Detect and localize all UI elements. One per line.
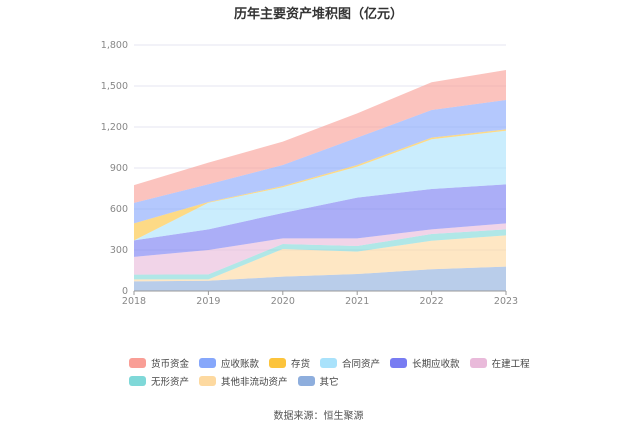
area-合同资产 [134, 130, 506, 241]
legend-row: 货币资金 应收账款 存货 合同资产 长期应收款 在建工程 [129, 354, 569, 372]
legend-label: 存货 [291, 359, 311, 370]
legend-item[interactable]: 货币资金 [129, 356, 189, 370]
legend-item[interactable]: 在建工程 [469, 356, 530, 370]
legend-swatch [390, 358, 408, 368]
x-tick-label: 2018 [122, 296, 146, 307]
y-tick-label: 600 [110, 204, 128, 215]
y-tick-label: 300 [110, 245, 128, 256]
y-tick-label: 1,200 [101, 122, 128, 133]
x-tick-label: 2020 [271, 296, 295, 307]
legend-label: 长期应收款 [412, 359, 460, 370]
legend-item[interactable]: 其他非流动资产 [199, 374, 288, 388]
source-note: 数据来源：恒生聚源 [273, 411, 364, 422]
y-tick-label: 1,500 [101, 81, 128, 92]
legend-swatch [129, 376, 146, 386]
legend-swatch [320, 358, 338, 368]
legend-swatch [199, 376, 217, 386]
legend-item[interactable]: 无形资产 [129, 374, 189, 388]
chart-title: 历年主要资产堆积图（亿元） [233, 7, 403, 22]
legend-swatch [269, 358, 287, 368]
legend-label: 其他非流动资产 [221, 377, 288, 388]
legend-item[interactable]: 合同资产 [320, 356, 380, 370]
legend-label: 其它 [319, 377, 339, 388]
legend-item[interactable]: 其它 [297, 374, 339, 388]
legend-row: 无形资产 其他非流动资产 其它 [129, 372, 569, 390]
legend-item[interactable]: 应收账款 [199, 356, 259, 370]
legend-swatch [199, 358, 217, 368]
legend-label: 在建工程 [491, 359, 530, 370]
area-在建工程 [134, 223, 506, 275]
legend-swatch [469, 358, 487, 368]
legend-label: 无形资产 [151, 377, 190, 388]
x-tick-label: 2019 [196, 296, 220, 307]
legend: 货币资金 应收账款 存货 合同资产 长期应收款 在建工程 无形资产 其他非流动资产 其它 [129, 354, 569, 390]
x-tick-label: 2021 [345, 296, 369, 307]
area-其它 [134, 266, 506, 291]
legend-item[interactable]: 长期应收款 [390, 356, 460, 370]
area-无形资产 [134, 229, 506, 280]
legend-swatch [129, 358, 146, 368]
x-tick-label: 2022 [420, 296, 444, 307]
x-tick-label: 2023 [494, 296, 518, 307]
y-tick-label: 0 [122, 286, 128, 297]
legend-label: 货币资金 [151, 359, 190, 370]
legend-item[interactable]: 存货 [269, 356, 310, 370]
legend-swatch [297, 376, 315, 386]
area-其他非流动资产 [134, 235, 506, 282]
legend-label: 合同资产 [342, 359, 381, 370]
area-长期应收款 [134, 184, 506, 257]
area-货币资金 [134, 70, 506, 203]
y-tick-label: 1,800 [101, 40, 128, 51]
y-tick-label: 900 [110, 163, 128, 174]
legend-label: 应收账款 [221, 359, 260, 370]
area-应收账款 [134, 99, 506, 224]
